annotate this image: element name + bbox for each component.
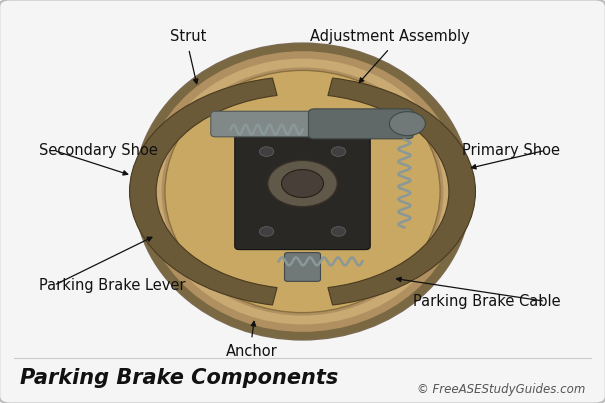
Circle shape xyxy=(332,226,345,236)
Wedge shape xyxy=(129,78,277,305)
Text: Anchor: Anchor xyxy=(226,345,278,359)
Circle shape xyxy=(260,147,273,156)
Ellipse shape xyxy=(143,51,462,332)
Ellipse shape xyxy=(135,44,470,339)
Ellipse shape xyxy=(151,58,454,324)
Text: Primary Shoe: Primary Shoe xyxy=(462,143,560,158)
Circle shape xyxy=(390,112,425,136)
Ellipse shape xyxy=(165,71,440,313)
Text: Parking Brake Components: Parking Brake Components xyxy=(19,368,338,388)
Circle shape xyxy=(281,170,324,197)
Text: Secondary Shoe: Secondary Shoe xyxy=(39,143,158,158)
Text: Parking Brake Lever: Parking Brake Lever xyxy=(39,278,185,293)
Ellipse shape xyxy=(162,67,443,316)
Circle shape xyxy=(332,147,345,156)
Text: Parking Brake Cable: Parking Brake Cable xyxy=(413,294,560,309)
Circle shape xyxy=(260,226,273,236)
FancyBboxPatch shape xyxy=(211,111,319,137)
FancyBboxPatch shape xyxy=(309,109,413,139)
FancyBboxPatch shape xyxy=(235,125,370,249)
FancyBboxPatch shape xyxy=(284,253,321,281)
Text: Adjustment Assembly: Adjustment Assembly xyxy=(310,29,469,44)
Text: © FreeASEStudyGuides.com: © FreeASEStudyGuides.com xyxy=(417,383,586,396)
Circle shape xyxy=(268,160,337,207)
Ellipse shape xyxy=(135,44,470,339)
Wedge shape xyxy=(328,78,476,305)
Text: Strut: Strut xyxy=(171,29,207,44)
